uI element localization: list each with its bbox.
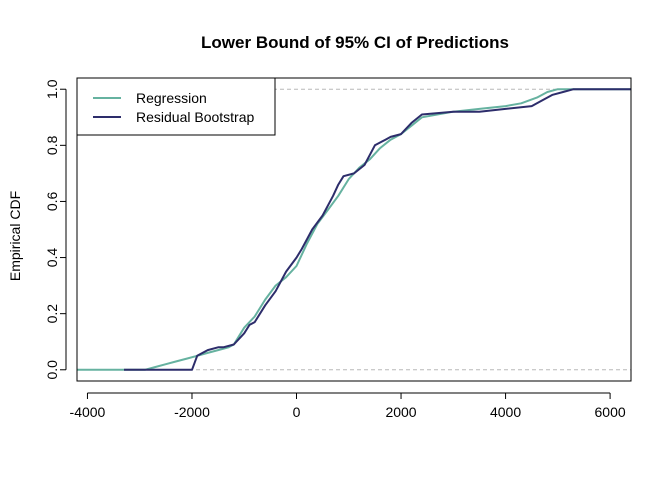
x-tick-label-0: -4000 bbox=[70, 404, 106, 420]
y-tick-label-4: 0.8 bbox=[44, 135, 60, 155]
y-tick-label-1: 0.2 bbox=[44, 304, 60, 324]
y-tick-label-5: 1.0 bbox=[44, 79, 60, 99]
x-axis: -4000 -2000 0 2000 4000 6000 bbox=[70, 392, 626, 420]
plot-frame bbox=[76, 77, 632, 382]
x-tick-label-3: 2000 bbox=[385, 404, 416, 420]
legend-label-0: Regression bbox=[136, 90, 207, 106]
x-tick-label-4: 4000 bbox=[490, 404, 521, 420]
y-tick-label-3: 0.6 bbox=[44, 192, 60, 212]
x-tick-label-2: 0 bbox=[293, 404, 301, 420]
y-axis: 0.0 0.2 0.4 0.6 0.8 1.0 bbox=[44, 79, 67, 380]
y-tick-label-0: 0.0 bbox=[44, 360, 60, 380]
legend: Regression Residual Bootstrap bbox=[76, 77, 276, 136]
y-axis-label: Empirical CDF bbox=[7, 191, 23, 281]
x-tick-label-5: 6000 bbox=[595, 404, 626, 420]
series-layer bbox=[77, 88, 631, 371]
legend-label-1: Residual Bootstrap bbox=[136, 109, 255, 125]
chart-title: Lower Bound of 95% CI of Predictions bbox=[201, 33, 509, 52]
legend-box bbox=[76, 77, 276, 136]
y-tick-label-2: 0.4 bbox=[44, 248, 60, 268]
x-tick-label-1: -2000 bbox=[174, 404, 210, 420]
series-line-1 bbox=[124, 88, 631, 371]
